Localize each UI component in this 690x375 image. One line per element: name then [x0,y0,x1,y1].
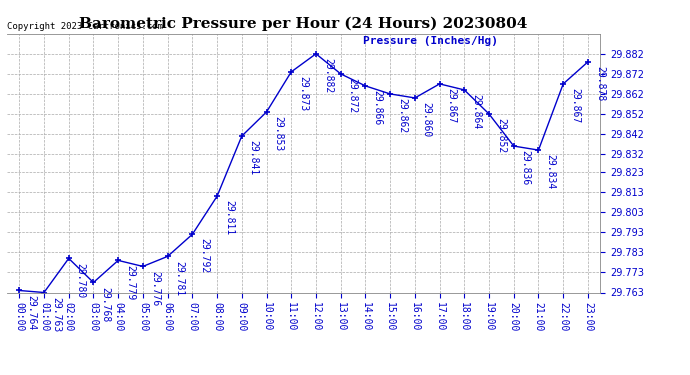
Text: 29.779: 29.779 [125,265,135,300]
Text: 29.852: 29.852 [496,118,506,153]
Text: 29.862: 29.862 [397,98,407,134]
Text: 29.866: 29.866 [373,90,382,125]
Text: 29.792: 29.792 [199,238,209,274]
Text: 29.780: 29.780 [76,262,86,298]
Text: 29.841: 29.841 [248,140,259,176]
Text: 29.781: 29.781 [175,261,184,296]
Text: 29.836: 29.836 [521,150,531,186]
Text: 29.878: 29.878 [595,66,605,101]
Text: 29.776: 29.776 [150,271,160,306]
Text: 29.882: 29.882 [323,58,333,93]
Text: 29.872: 29.872 [348,78,357,113]
Text: 29.860: 29.860 [422,102,432,137]
Text: 29.873: 29.873 [298,76,308,111]
Text: 29.853: 29.853 [273,116,284,152]
Text: 29.867: 29.867 [570,88,580,123]
Text: 29.867: 29.867 [446,88,457,123]
Text: Copyright 2023 Cartronics.com: Copyright 2023 Cartronics.com [7,22,163,31]
Text: 29.864: 29.864 [471,94,481,129]
Text: 29.834: 29.834 [545,154,555,189]
Title: Barometric Pressure per Hour (24 Hours) 20230804: Barometric Pressure per Hour (24 Hours) … [79,17,528,31]
Text: 29.764: 29.764 [26,295,36,330]
Text: 29.768: 29.768 [100,286,110,322]
Text: Pressure (Inches/Hg): Pressure (Inches/Hg) [363,36,498,46]
Text: 29.763: 29.763 [51,297,61,332]
Text: 29.811: 29.811 [224,200,234,236]
